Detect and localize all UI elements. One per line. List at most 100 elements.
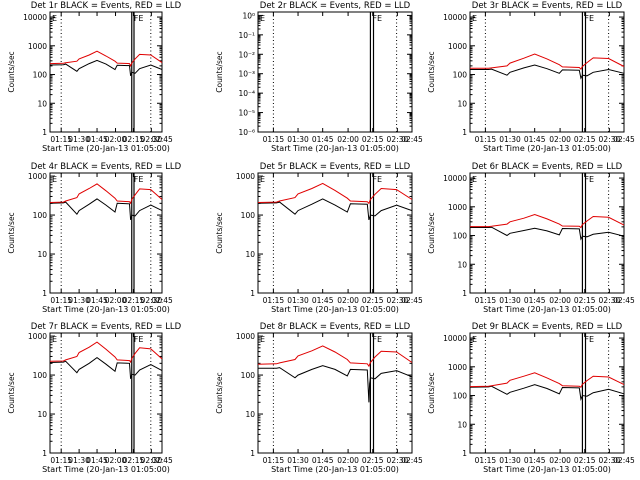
chart-8-series-events (258, 365, 413, 403)
chart-3-xlabel: Start Time (20-Jan-13 01:05:00) (483, 144, 611, 153)
chart-6-series-lld (470, 213, 625, 229)
chart-6-saa-mark: FE (584, 175, 594, 184)
chart-9-panel: Det 9r BLACK = Events, RED = LLD Counts/s… (427, 322, 635, 474)
chart-6-xtick-label: 01:45 (524, 296, 546, 305)
chart-7-xtick-label: 01:45 (86, 456, 108, 465)
chart-5-saa-mark: FE (372, 175, 382, 184)
chart-2-xtick-label: 02:30 (387, 135, 409, 144)
chart-9-saa-mark: FE (584, 335, 594, 344)
chart-5-title: Det 5r BLACK = Events, RED = LLD (260, 162, 411, 172)
chart-6-ylabel: Counts/sec (427, 212, 436, 253)
chart-7-title: Det 7r BLACK = Events, RED = LLD (31, 322, 182, 332)
chart-3-xtick-label: 01:45 (524, 135, 546, 144)
chart-5-xtick-label: 01:15 (263, 296, 285, 305)
chart-5-ytick-label: 10 (245, 250, 255, 259)
chart-7-ytick-label: 10 (37, 410, 47, 419)
chart-4-ytick-label: 1000 (28, 172, 47, 181)
chart-9-ytick-label: 10 (457, 420, 467, 429)
chart-1-corner-mark: E (52, 14, 57, 23)
chart-1-ytick-label: 1 (42, 128, 47, 137)
chart-4-xtick-label: 02:00 (105, 296, 127, 305)
chart-2-panel: Det 2r BLACK = Events, RED = LLD Counts/s… (215, 1, 423, 153)
chart-5-ytick-label: 100 (241, 211, 256, 220)
chart-6-ytick-label: 1000 (448, 203, 467, 212)
chart-8-xtick-label: 02:45 (401, 456, 423, 465)
chart-5-ytick-label: 1 (250, 289, 255, 298)
chart-6-title: Det 6r BLACK = Events, RED = LLD (472, 162, 623, 172)
chart-2-xlabel: Start Time (20-Jan-13 01:05:00) (271, 144, 399, 153)
chart-1-panel: Det 1r BLACK = Events, RED = LLD Counts/s… (7, 1, 182, 153)
chart-7-ytick-label: 1000 (28, 332, 47, 341)
chart-9-ytick-label: 10000 (443, 334, 467, 343)
chart-7-ytick-label: 100 (33, 371, 48, 380)
chart-4-xtick-label: 02:30 (141, 296, 163, 305)
chart-1-xtick-label: 01:15 (50, 135, 72, 144)
chart-1-xlabel: Start Time (20-Jan-13 01:05:00) (42, 144, 170, 153)
chart-8-ytick-label: 1000 (236, 332, 255, 341)
chart-4-xtick-label: 01:15 (50, 296, 72, 305)
chart-2-corner-mark: E (260, 14, 265, 23)
chart-4-title: Det 4r BLACK = Events, RED = LLD (31, 162, 182, 172)
chart-3-panel: Det 3r BLACK = Events, RED = LLD Counts/s… (427, 1, 635, 153)
chart-4-xtick-label: 02:45 (151, 296, 173, 305)
chart-7-xlabel: Start Time (20-Jan-13 01:05:00) (42, 465, 170, 474)
chart-2-xtick-label: 02:00 (337, 135, 359, 144)
chart-2-saa-mark: FE (372, 14, 382, 23)
chart-5-xtick-label: 02:30 (387, 296, 409, 305)
chart-9-ytick-label: 1 (462, 449, 467, 458)
chart-9-xlabel: Start Time (20-Jan-13 01:05:00) (483, 465, 611, 474)
chart-4-corner-mark: E (52, 175, 57, 184)
chart-9-xtick-label: 02:30 (599, 456, 621, 465)
chart-8-xlabel: Start Time (20-Jan-13 01:05:00) (271, 465, 399, 474)
chart-4-xtick-label: 01:30 (68, 296, 90, 305)
chart-9-xtick-label: 02:45 (613, 456, 635, 465)
chart-3-xtick-label: 02:30 (599, 135, 621, 144)
chart-2-ylabel: Counts/sec (215, 51, 224, 92)
chart-2-axes-frame (257, 11, 413, 133)
chart-3-series-events (470, 64, 625, 80)
chart-9-xtick-label: 01:30 (499, 456, 521, 465)
chart-2-xtick-label: 02:15 (362, 135, 384, 144)
chart-3-series-lld (470, 53, 625, 70)
chart-9-xtick-label: 02:00 (549, 456, 571, 465)
chart-8-ylabel: Counts/sec (215, 372, 224, 413)
chart-3-ylabel: Counts/sec (427, 51, 436, 92)
chart-6-ytick-label: 100 (453, 232, 468, 241)
chart-6-xtick-label: 02:30 (599, 296, 621, 305)
chart-9-ytick-label: 1000 (448, 363, 467, 372)
chart-4-series-events (49, 198, 163, 221)
chart-4-ytick-label: 100 (33, 211, 48, 220)
chart-6-series-events (470, 226, 625, 241)
chart-5-xtick-label: 01:45 (312, 296, 334, 305)
chart-2-xtick-label: 01:30 (287, 135, 309, 144)
chart-2-xtick-label: 01:45 (312, 135, 334, 144)
chart-8-panel: Det 8r BLACK = Events, RED = LLD Counts/s… (215, 322, 423, 474)
chart-3-title: Det 3r BLACK = Events, RED = LLD (472, 1, 623, 11)
chart-3-axes-frame (469, 11, 625, 133)
chart-6-ytick-label: 1 (462, 289, 467, 298)
chart-9-series-events (469, 384, 625, 401)
chart-6-corner-mark: E (472, 175, 477, 184)
chart-7-series-events (49, 356, 163, 379)
chart-9-ytick-label: 100 (453, 392, 468, 401)
chart-6-ytick-label: 10 (457, 260, 467, 269)
chart-9-ylabel: Counts/sec (427, 372, 436, 413)
chart-4-ytick-label: 10 (37, 250, 47, 259)
chart-6-xlabel: Start Time (20-Jan-13 01:05:00) (483, 305, 611, 314)
chart-3-xtick-label: 02:45 (613, 135, 635, 144)
chart-8-axes-frame (257, 332, 413, 454)
chart-2-ytick-label: 10⁻⁵ (238, 109, 255, 118)
chart-7-panel: Det 7r BLACK = Events, RED = LLD Counts/s… (7, 322, 182, 474)
chart-8-series-lld (257, 345, 413, 368)
chart-5-axes-frame (257, 172, 413, 294)
chart-1-xtick-label: 02:45 (151, 135, 173, 144)
chart-1-ylabel: Counts/sec (7, 51, 16, 92)
chart-6-ytick-label: 10000 (443, 174, 467, 183)
chart-1-series-lld (49, 50, 163, 68)
chart-4-xtick-label: 02:15 (123, 296, 145, 305)
chart-5-xtick-label: 01:30 (287, 296, 309, 305)
chart-5-series-events (257, 198, 413, 221)
chart-7-series-lld (49, 341, 163, 364)
